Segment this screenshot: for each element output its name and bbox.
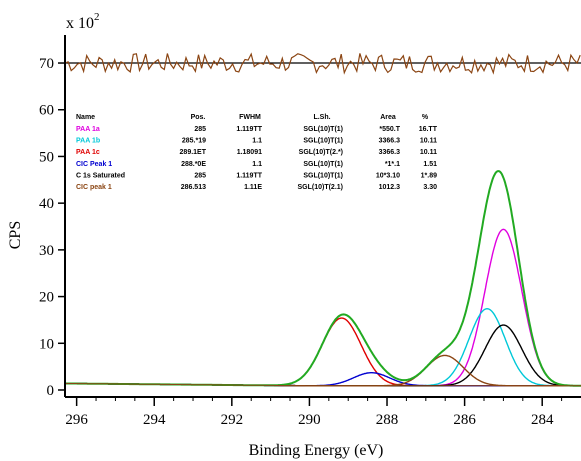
legend-cell-fwhm: 1.119TT	[236, 172, 262, 179]
legend-cell-name: CIC Peak 1	[76, 161, 112, 168]
x-tick-label: 284	[531, 412, 554, 428]
legend-cell-pct: 16.TT	[419, 126, 438, 133]
legend-cell-lsh: SGL(10)T(2.1)	[297, 184, 343, 191]
background-line	[65, 382, 581, 387]
legend-cell-lsh: SGL(10)T(1)	[303, 172, 343, 179]
legend-cell-name: PAA 1b	[76, 138, 100, 145]
legend-cell-lsh: SGL(10)T(1)	[303, 161, 343, 168]
series-line-cic-peak-1	[65, 354, 581, 387]
legend-cell-pos: 288.*0E	[181, 161, 206, 168]
legend-cell-pos: 289.1ET	[180, 149, 207, 156]
y-tick-label: 50	[39, 149, 54, 165]
y-tick-label: 60	[39, 103, 54, 119]
scale-label: x 102	[66, 11, 100, 32]
x-tick-label: 288	[376, 412, 399, 428]
legend-cell-area: *1*.1	[385, 161, 400, 168]
x-tick-label: 290	[298, 412, 321, 428]
x-tick-label: 286	[453, 412, 476, 428]
legend-cell-area: 3366.3	[379, 149, 401, 156]
legend-cell-lsh: SGL(10)T(1)	[303, 138, 343, 145]
legend-table: Name Pos. FWHM L.Sh. Area % PAA 1a 285 1.119TT SG…	[76, 114, 438, 191]
legend-cell-area: 1012.3	[379, 184, 401, 191]
y-tick-label: 10	[39, 336, 54, 352]
legend-cell-area: 3366.3	[379, 138, 401, 145]
legend-header: %	[422, 114, 429, 121]
y-tick-label: 0	[47, 383, 55, 399]
legend-cell-pos: 285.*19	[182, 138, 206, 145]
residual-layer	[64, 52, 581, 75]
y-tick-label: 70	[39, 56, 54, 72]
legend-cell-fwhm: 1.11E	[244, 184, 262, 191]
legend-cell-lsh: SGL(10)T(1)	[303, 126, 343, 133]
y-axis-title: CPS	[7, 221, 24, 249]
legend-cell-pos: 286.513	[181, 184, 206, 191]
legend-cell-name: PAA 1c	[76, 149, 100, 156]
legend-cell-pct: 10.11	[420, 138, 437, 145]
legend-cell-pct: 3.30	[423, 184, 437, 191]
x-tick-label: 294	[143, 412, 166, 428]
series-line-paa-1a	[65, 228, 581, 387]
y-tick-label: 30	[39, 243, 54, 259]
legend-cell-name: PAA 1a	[76, 126, 100, 133]
residual-trace	[64, 52, 581, 75]
frame-layer	[64, 35, 581, 398]
x-tick-label: 292	[221, 412, 244, 428]
legend-cell-fwhm: 1.18091	[237, 149, 262, 156]
y-tick-label: 40	[39, 196, 54, 212]
legend-cell-pos: 285	[194, 172, 206, 179]
ticks-layer: 0 10 20 30 40 50 60 70 296 294 292 290 288 286 284	[39, 56, 563, 428]
envelope-line	[65, 170, 581, 387]
x-axis-title: Binding Energy (eV)	[249, 442, 384, 459]
legend-cell-fwhm: 1.1	[252, 161, 262, 168]
legend-cell-pct: 10.11	[420, 149, 437, 156]
legend-cell-pct: 1*.89	[421, 172, 437, 179]
legend-cell-area: *550.T	[379, 126, 400, 133]
x-tick-label: 296	[65, 412, 88, 428]
series-line-paa-1c	[65, 317, 581, 387]
legend-cell-pct: 1.51	[423, 161, 437, 168]
legend-cell-fwhm: 1.119TT	[236, 126, 262, 133]
legend-cell-area: 10*3.10	[376, 172, 400, 179]
legend-cell-fwhm: 1.1	[252, 138, 262, 145]
legend-header: FWHM	[239, 114, 261, 121]
curve-layer	[65, 170, 581, 387]
legend-cell-name: C 1s Saturated	[76, 172, 125, 179]
series-line-paa-1b	[65, 307, 581, 387]
y-tick-label: 20	[39, 290, 54, 306]
legend-header: Area	[380, 114, 396, 121]
legend-header: Pos.	[191, 114, 206, 121]
legend-header: Name	[76, 114, 95, 121]
legend-cell-pos: 285	[194, 126, 206, 133]
legend-cell-lsh: SGL(10)T(2.*)	[299, 149, 343, 156]
legend-cell-name: CIC peak 1	[76, 184, 112, 191]
legend-header: L.Sh.	[313, 114, 330, 121]
